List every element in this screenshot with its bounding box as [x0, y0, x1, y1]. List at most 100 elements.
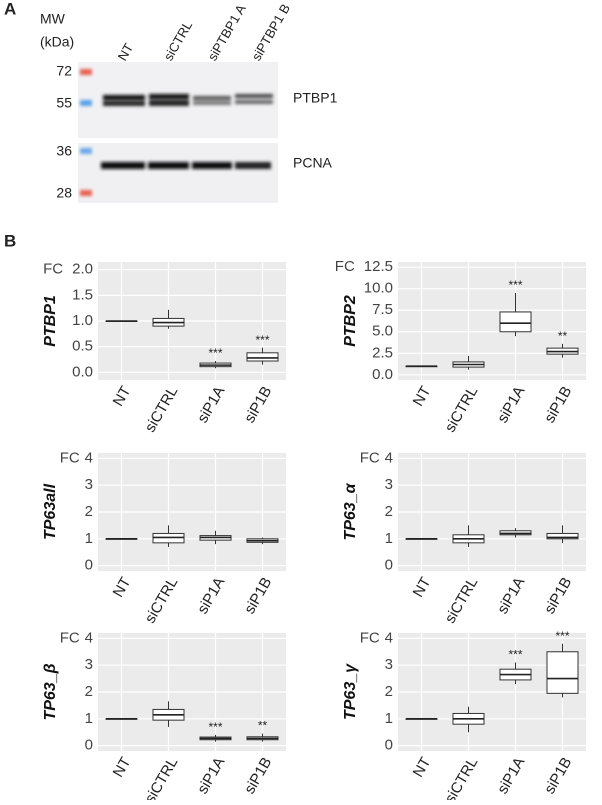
y-unit: FC	[335, 258, 355, 275]
y-tick-label: 0.5	[72, 338, 93, 355]
marker-label: 55	[56, 95, 72, 111]
y-tick-label: 1	[85, 710, 93, 727]
y-tick-label: 0.0	[372, 366, 393, 383]
ladder-band	[80, 69, 92, 75]
y-axis-label: TP63_β	[42, 663, 59, 720]
lane-label: siCTRL	[161, 18, 196, 63]
x-tick-label: NT	[410, 754, 435, 780]
y-tick-label: 4	[385, 629, 393, 646]
y-tick-label: 12.5	[364, 258, 393, 275]
panel-label: B	[4, 231, 16, 250]
band-label: PCNA	[293, 155, 333, 171]
x-tick-label: siCTRL	[142, 754, 182, 800]
significance: ***	[508, 278, 522, 292]
band	[149, 100, 189, 106]
y-tick-label: 4	[85, 629, 93, 646]
x-tick-label: siP1A	[494, 574, 528, 616]
y-unit: FC	[43, 261, 63, 278]
marker-label: 28	[56, 185, 72, 201]
x-tick-label: NT	[110, 754, 135, 780]
y-tick-label: 0	[385, 737, 393, 754]
x-tick-label: siCTRL	[442, 574, 482, 626]
x-tick-label: siCTRL	[442, 754, 482, 800]
x-tick-label: siP1B	[541, 754, 575, 796]
y-tick-label: 0.0	[72, 363, 93, 380]
y-tick-label: 0	[85, 737, 93, 754]
y-tick-label: 1	[385, 530, 393, 547]
y-tick-label: 3	[85, 476, 93, 493]
significance: ***	[508, 648, 522, 662]
y-tick-label: 10.0	[364, 280, 393, 297]
band	[101, 162, 145, 169]
bands	[101, 94, 273, 169]
band	[148, 162, 189, 169]
box	[499, 311, 532, 333]
y-tick-label: 3	[85, 656, 93, 673]
y-tick-label: 0	[385, 557, 393, 574]
band	[235, 162, 271, 169]
x-tick-label: siP1A	[494, 754, 528, 796]
y-unit: FC	[60, 629, 80, 646]
band	[103, 101, 145, 106]
x-tick-label: NT	[410, 574, 435, 600]
y-axis-label: TP63_γ	[342, 663, 359, 720]
band	[193, 101, 231, 105]
box	[546, 532, 579, 540]
band	[103, 95, 145, 100]
band	[192, 162, 232, 169]
y-tick-label: 2.5	[372, 344, 393, 361]
y-tick-label: 1.5	[72, 286, 93, 303]
y-tick-label: 3	[385, 656, 393, 673]
x-tick-label: siP1B	[541, 574, 575, 616]
panel-label: A	[4, 0, 16, 18]
y-tick-label: 4	[85, 449, 93, 466]
x-tick-label: siP1A	[194, 754, 228, 796]
membrane	[78, 143, 278, 203]
x-tick-label: siCTRL	[442, 383, 482, 435]
x-tick-label: siCTRL	[142, 574, 182, 626]
y-tick-label: 2.0	[72, 261, 93, 278]
box	[546, 651, 579, 694]
y-tick-label: 4	[385, 449, 393, 466]
lane-label: siPTBP1 A	[205, 2, 249, 64]
band	[193, 96, 231, 100]
ladder-band	[80, 100, 92, 106]
significance: ***	[555, 629, 569, 643]
marker-label: 36	[56, 143, 72, 159]
significance: **	[258, 719, 268, 733]
lane-label: siPTBP1 B	[249, 1, 293, 63]
x-tick-label: NT	[410, 383, 435, 409]
y-tick-label: 2	[85, 503, 93, 520]
box	[246, 352, 279, 362]
marker-label: 72	[56, 63, 72, 79]
mw-label: MW	[40, 11, 66, 27]
plot-background	[398, 262, 586, 380]
significance: ***	[208, 346, 222, 360]
band-label: PTBP1	[293, 90, 338, 106]
x-tick-label: siP1B	[241, 383, 275, 425]
y-tick-label: 2	[85, 683, 93, 700]
x-tick-label: siP1B	[241, 754, 275, 796]
significance: ***	[255, 333, 269, 347]
x-tick-label: NT	[110, 383, 135, 409]
y-tick-label: 1.0	[72, 312, 93, 329]
y-unit: FC	[360, 629, 380, 646]
y-unit: FC	[60, 449, 80, 466]
y-tick-label: 2	[385, 683, 393, 700]
ladder-band	[80, 148, 92, 154]
y-tick-label: 3	[385, 476, 393, 493]
significance: ***	[208, 720, 222, 734]
x-tick-label: NT	[110, 574, 135, 600]
y-tick-label: 1	[85, 530, 93, 547]
mw-unit: (kDa)	[40, 34, 74, 50]
band	[235, 100, 273, 104]
x-tick-label: siP1B	[541, 383, 575, 425]
x-tick-label: siP1A	[494, 383, 528, 425]
y-axis-label: PTBP1	[42, 295, 59, 347]
y-tick-label: 0	[85, 557, 93, 574]
x-tick-label: siCTRL	[142, 383, 182, 435]
ladder-band	[80, 190, 92, 196]
y-axis-label: TP63all	[42, 483, 59, 540]
y-tick-label: 2	[385, 503, 393, 520]
